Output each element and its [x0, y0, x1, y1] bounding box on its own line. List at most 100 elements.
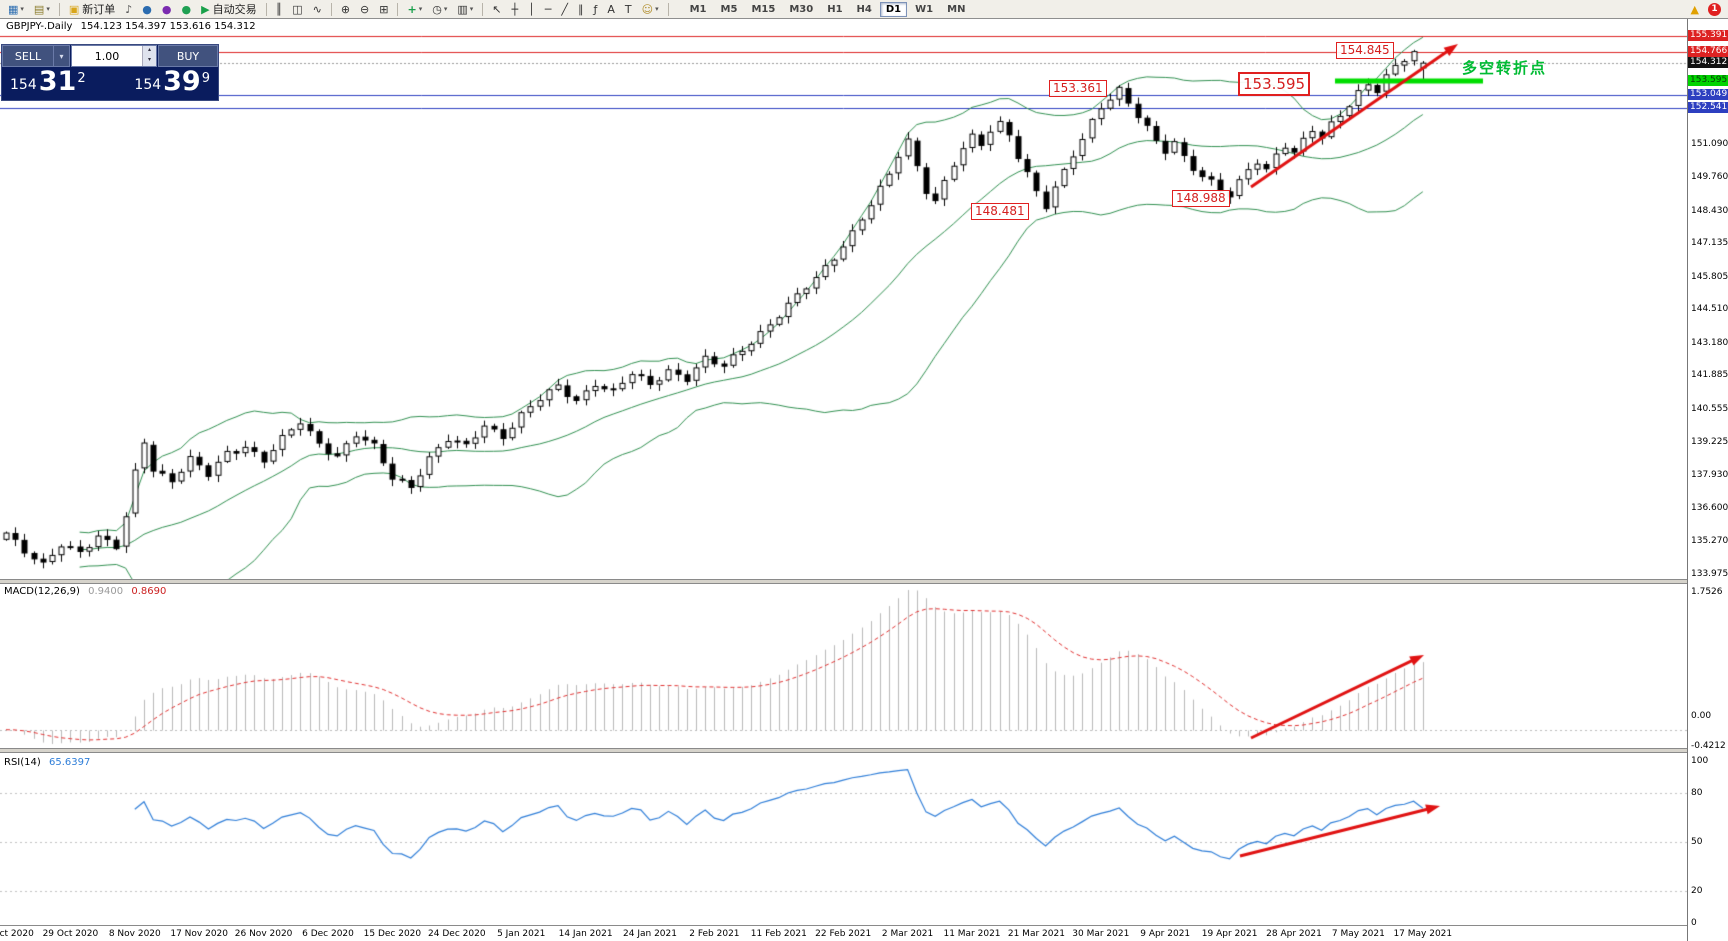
price-label-annotation[interactable]: 148.481	[971, 203, 1029, 220]
timeframe-w1[interactable]: W1	[915, 3, 934, 15]
candles-icon: ◫	[292, 2, 303, 16]
profiles-icon[interactable]: ▤ ▾	[30, 0, 54, 19]
macd-value-2: 0.8690	[131, 586, 167, 597]
hline-icon[interactable]: ─	[541, 0, 556, 19]
zoom-in-icon[interactable]: ⊕	[337, 0, 354, 19]
bars-icon[interactable]: ║	[272, 0, 287, 19]
rsi-scale-label: 20	[1691, 885, 1703, 896]
buy-price-point: 9	[201, 71, 210, 86]
text-icon: A	[607, 2, 615, 16]
new-order-button-label: 新订单	[82, 3, 116, 16]
periods-icon[interactable]: ◷ ▾	[428, 0, 451, 19]
sell-price-point: 2	[77, 71, 86, 86]
shapes-icon[interactable]: ☺ ▾	[638, 0, 663, 19]
zoom-out-icon[interactable]: ⊖	[356, 0, 373, 19]
buy-price-major: 154	[134, 77, 162, 93]
symbol-ohlc-values: 154.123 154.397 153.616 154.312	[80, 21, 256, 32]
date-tick-label: 2 Mar 2021	[881, 929, 934, 939]
rsi-name: RSI(14)	[4, 757, 41, 768]
rsi-scale-label: 50	[1691, 836, 1703, 847]
macd-name: MACD(12,26,9)	[4, 586, 80, 597]
toolbar: ▦ ▾ ▤ ▾ ▣ 新订单 ♪ ● ● ● ▶ 自动交易 ║ ◫ ∿ ⊕ ⊖ ⊞ + ▾ ◷ ▾ ▥ ▾ ↖ ┼ │ ─ ╱ ∥ ƒ A T ☺ ▾…	[0, 0, 1728, 19]
timeframe-m15[interactable]: M15	[751, 3, 776, 15]
date-tick-label: 24 Dec 2020	[428, 929, 486, 939]
timeframe-mn[interactable]: MN	[947, 3, 966, 15]
date-tick-label: 22 Feb 2021	[815, 929, 872, 939]
buy-button[interactable]: BUY	[158, 45, 218, 67]
rsi-indicator-label: RSI(14) 65.6397	[4, 757, 90, 768]
price-label-annotation[interactable]: 153.595	[1238, 72, 1311, 96]
crosshair-icon: ┼	[511, 2, 519, 16]
indicators-icon[interactable]: + ▾	[403, 0, 426, 19]
channel-icon[interactable]: ∥	[574, 0, 588, 19]
macd-indicator-label: MACD(12,26,9) 0.9400 0.8690	[4, 586, 166, 597]
tile-windows-icon[interactable]: ⊞	[375, 0, 392, 19]
fibonacci-icon[interactable]: ƒ	[589, 0, 601, 19]
toolbar-separator	[330, 2, 332, 16]
volume-down-button[interactable]: ▾	[147, 56, 151, 63]
timeframe-m1[interactable]: M1	[689, 3, 707, 15]
sell-button[interactable]: SELL	[2, 45, 54, 67]
timeframe-h4[interactable]: H4	[856, 3, 872, 15]
price-label-annotation[interactable]: 148.988	[1172, 190, 1230, 207]
crosshair-icon[interactable]: ┼	[507, 0, 522, 19]
line-chart-icon[interactable]: ∿	[309, 0, 326, 19]
label-icon[interactable]: T	[621, 0, 636, 19]
volume-dropdown-icon[interactable]: ▾	[54, 45, 70, 67]
trade-controls-row: SELL ▾ ▴ ▾ BUY	[2, 45, 218, 67]
rsi-scale-label: 100	[1691, 755, 1709, 766]
cursor-icon[interactable]: ↖	[488, 0, 505, 19]
mql5-icon[interactable]: ●	[158, 0, 176, 19]
autotrade-button[interactable]: ▶ 自动交易	[197, 0, 260, 19]
timeframe-h1[interactable]: H1	[827, 3, 843, 15]
date-tick-label: 21 Mar 2021	[1007, 929, 1065, 939]
macd-scale-label: -0.4212	[1691, 740, 1726, 751]
price-line-badge: 154.766	[1688, 45, 1728, 57]
toolbar-separator	[667, 2, 669, 16]
dropdown-caret-icon: ▾	[20, 5, 24, 13]
vline-icon[interactable]: │	[524, 0, 539, 19]
volume-up-button[interactable]: ▴	[147, 46, 151, 53]
price-line-badge: 154.312	[1688, 57, 1728, 69]
periods-icon: ◷	[432, 2, 442, 16]
date-tick-label: 26 Nov 2020	[234, 929, 293, 939]
timeframe-m30[interactable]: M30	[789, 3, 814, 15]
price-tick-label: 140.555	[1691, 403, 1728, 414]
time-axis-line	[0, 925, 1728, 926]
notification-badge[interactable]: 1	[1708, 2, 1721, 16]
price-label-annotation[interactable]: 153.361	[1049, 80, 1107, 97]
new-order-icon: ▣	[68, 2, 80, 16]
new-chart-icon: ▦	[8, 2, 19, 16]
trendline-icon[interactable]: ╱	[557, 0, 572, 19]
date-tick-label: 30 Mar 2021	[1072, 929, 1130, 939]
timeframe-m5[interactable]: M5	[720, 3, 738, 15]
chart-canvas[interactable]	[0, 19, 1687, 941]
candles-icon[interactable]: ◫	[288, 0, 306, 19]
date-tick-label: 9 Apr 2021	[1140, 929, 1191, 939]
date-tick-label: 5 Jan 2021	[497, 929, 546, 939]
macd-scale-label: 1.7526	[1691, 587, 1723, 598]
pane-separator[interactable]	[0, 579, 1728, 584]
volume-input[interactable]	[72, 46, 142, 66]
metaeditor-icon[interactable]: ●	[178, 0, 196, 19]
price-label-annotation[interactable]: 154.845	[1336, 42, 1394, 59]
trendline-icon: ╱	[561, 2, 568, 16]
text-annotation[interactable]: 多空转折点	[1462, 59, 1548, 77]
text-icon[interactable]: A	[603, 0, 619, 19]
autotrade-button-label: 自动交易	[212, 3, 257, 16]
cursor-icon: ↖	[492, 2, 502, 16]
time-axis[interactable]: 20 Oct 2020 29 Oct 2020 8 Nov 2020 17 Nov 2…	[0, 926, 1687, 941]
new-order-button[interactable]: ▣ 新订单	[65, 0, 119, 19]
timeframe-d1[interactable]: D1	[879, 1, 908, 17]
price-axis[interactable]: 151.090 149.760 148.430 147.135 145.805 144.5…	[1687, 19, 1728, 941]
sound-icon[interactable]: ♪	[121, 0, 136, 19]
community-icon[interactable]: ●	[138, 0, 156, 19]
community-icon: ●	[142, 2, 152, 16]
sound-icon: ♪	[125, 2, 133, 16]
templates-icon[interactable]: ▥ ▾	[453, 0, 477, 19]
toolbar-separator	[397, 2, 399, 16]
pane-separator[interactable]	[0, 748, 1728, 753]
new-chart-icon[interactable]: ▦ ▾	[4, 0, 28, 19]
alert-arrow-icon[interactable]: ▲	[1690, 2, 1699, 16]
